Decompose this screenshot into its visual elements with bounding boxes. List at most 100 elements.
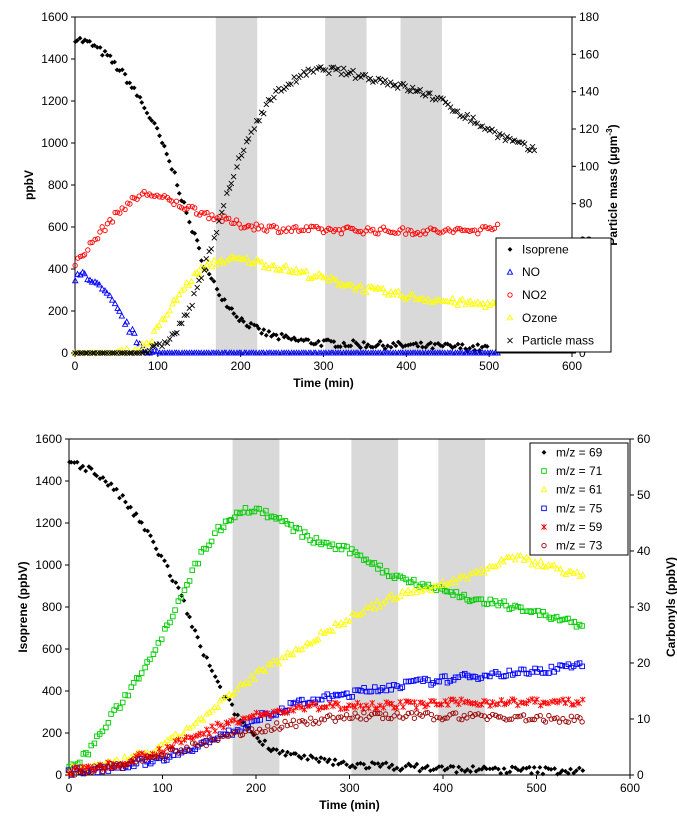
- chart1-point-isoprene: [119, 67, 125, 73]
- chart1-point-no2: [427, 225, 434, 231]
- chart1-point-no2: [410, 231, 416, 238]
- chart1-point-ozone: [456, 296, 464, 304]
- chart2-point-m-z-59: [335, 700, 341, 707]
- chart1-y-tick-label: 400: [48, 262, 68, 276]
- chart2-point-m-z-69: [173, 580, 179, 585]
- chart2-x-tick-label: 100: [152, 781, 172, 795]
- chart2-point-m-z-61: [180, 729, 188, 737]
- chart1-point-no2: [72, 262, 78, 269]
- chart1-point-isoprene: [194, 237, 200, 243]
- chart1-point-ozone: [464, 298, 472, 305]
- chart1-point-no: [494, 349, 501, 356]
- chart2-point-m-z-69: [212, 674, 218, 680]
- chart2-point-m-z-61: [573, 568, 581, 575]
- chart1-point-particle-mass: [164, 340, 171, 347]
- chart2-point-m-z-71: [354, 552, 361, 558]
- chart1-point-isoprene: [184, 210, 189, 216]
- chart2-point-m-z-71: [256, 506, 262, 512]
- chart1-point-ozone: [443, 297, 451, 305]
- chart2-point-m-z-61: [368, 600, 376, 607]
- chart2-y-axis-title: Isoprene (ppbV): [16, 561, 30, 652]
- chart2-point-m-z-71: [473, 596, 479, 603]
- chart2-point-m-z-61: [169, 733, 176, 740]
- chart1-series-particle-mass: [72, 64, 538, 356]
- chart1-point-ozone: [148, 337, 156, 344]
- chart2-point-m-z-61: [492, 563, 499, 570]
- chart1-point-isoprene: [224, 304, 230, 310]
- chart1-point-ozone: [486, 301, 494, 309]
- chart1-point-isoprene: [99, 52, 105, 58]
- chart2-point-m-z-59: [478, 701, 485, 708]
- chart1-y2-tick-label: 80: [579, 197, 593, 211]
- chart2-point-m-z-73: [554, 715, 560, 721]
- chart2-point-m-z-59: [461, 699, 468, 706]
- chart2-point-m-z-73: [428, 711, 435, 718]
- chart1-point-ozone: [454, 301, 461, 308]
- chart1-point-particle-mass: [427, 90, 433, 96]
- chart1-point-particle-mass: [189, 302, 196, 309]
- chart2-point-m-z-73: [142, 757, 148, 763]
- chart1-point-isoprene: [365, 342, 371, 348]
- chart1-point-no2: [119, 205, 125, 211]
- chart2-point-m-z-69: [187, 614, 192, 620]
- chart1-point-isoprene: [141, 105, 147, 111]
- chart2-point-m-z-73: [405, 710, 411, 716]
- chart2-point-m-z-59: [383, 699, 390, 706]
- chart2-point-m-z-75: [346, 694, 352, 700]
- chart2-point-m-z-69: [74, 459, 80, 465]
- chart2-point-m-z-59: [518, 699, 524, 706]
- chart2-point-m-z-73: [542, 719, 549, 725]
- chart1-point-no: [96, 281, 103, 288]
- chart2-point-m-z-71: [512, 602, 518, 609]
- chart1-point-no2: [255, 226, 262, 232]
- chart2-point-m-z-59: [296, 702, 303, 709]
- chart1-point-no2: [405, 227, 411, 233]
- chart1-point-ozone: [183, 279, 191, 286]
- chart1-point-ozone: [332, 276, 340, 283]
- chart1-series-no: [71, 268, 501, 356]
- chart1-point-particle-mass: [166, 336, 173, 342]
- chart2-point-m-z-69: [377, 764, 383, 770]
- chart2-point-m-z-69: [330, 762, 336, 768]
- chart1-point-ozone: [482, 303, 489, 310]
- chart2-point-m-z-71: [158, 636, 165, 643]
- chart2-point-m-z-59: [206, 730, 213, 737]
- chart1-legend: Isoprene NO NO2 Ozone Particle mass: [495, 237, 612, 353]
- chart1-point-ozone: [280, 263, 287, 270]
- chart2-legend-label-m-z-71: m/z = 71: [556, 464, 603, 478]
- chart1-point-isoprene: [236, 318, 242, 324]
- chart2-point-m-z-61: [460, 572, 468, 579]
- chart1-point-no2: [223, 216, 229, 222]
- chart1-point-particle-mass: [491, 129, 498, 135]
- chart1-point-ozone: [322, 273, 330, 281]
- chart1-point-no2: [241, 224, 247, 231]
- chart1-point-no2: [278, 229, 284, 235]
- chart1-point-no2: [92, 236, 98, 242]
- chart1-point-ozone: [175, 291, 183, 298]
- chart2-point-m-z-71: [365, 559, 372, 566]
- chart2-point-m-z-75: [372, 684, 378, 690]
- chart2-point-m-z-73: [517, 713, 524, 719]
- chart1-point-ozone: [459, 295, 466, 302]
- chart2-point-m-z-61: [248, 672, 255, 679]
- chart2-point-m-z-71: [296, 525, 302, 532]
- chart1-point-no2: [171, 201, 177, 208]
- chart1-point-ozone: [357, 281, 364, 288]
- chart2-point-m-z-71: [170, 613, 176, 620]
- chart1-point-particle-mass: [211, 234, 218, 241]
- chart1-point-particle-mass: [521, 141, 528, 147]
- chart2-point-m-z-71: [220, 524, 227, 531]
- chart2-point-m-z-71: [299, 534, 305, 540]
- chart2-point-m-z-69: [394, 765, 400, 771]
- chart2-point-m-z-69: [100, 475, 106, 480]
- chart2-point-m-z-73: [279, 724, 285, 730]
- chart2-point-m-z-75: [287, 700, 294, 706]
- chart2-point-m-z-73: [254, 729, 260, 736]
- chart1-point-no2: [355, 228, 361, 235]
- chart1-point-no2: [117, 210, 123, 216]
- chart1-point-isoprene: [259, 330, 265, 336]
- chart2-point-m-z-71: [411, 576, 417, 583]
- chart1-point-ozone: [277, 266, 285, 274]
- chart2-point-m-z-59: [306, 702, 313, 709]
- chart2-point-m-z-69: [372, 761, 378, 767]
